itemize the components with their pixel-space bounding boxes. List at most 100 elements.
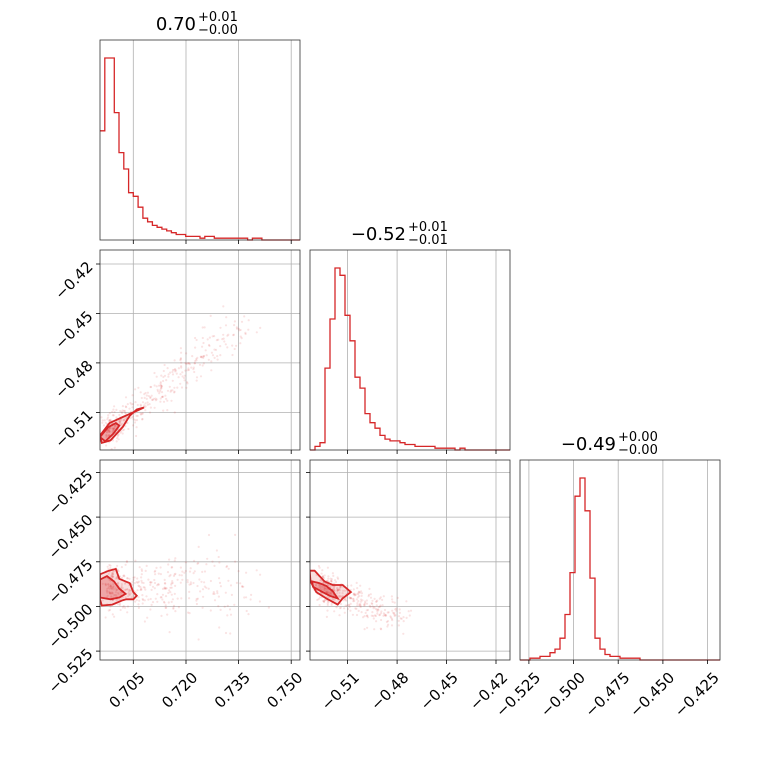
sample-point [357, 609, 360, 613]
sample-point [166, 389, 170, 392]
sample-point [104, 584, 107, 587]
sample-point [358, 604, 361, 607]
sample-point [193, 570, 196, 573]
sample-point [115, 440, 118, 443]
sample-point [122, 428, 126, 431]
sample-point [318, 566, 321, 569]
sample-point [133, 412, 136, 415]
sample-point [173, 391, 176, 394]
sample-point [168, 385, 171, 388]
sample-point [379, 605, 382, 608]
sample-point [190, 366, 193, 369]
sample-point [108, 591, 111, 594]
sample-point [366, 626, 369, 629]
sample-point [149, 581, 152, 584]
sample-point [375, 620, 378, 623]
sample-point [123, 418, 126, 421]
sample-point [161, 587, 165, 591]
sample-point [322, 587, 325, 590]
sample-point [174, 572, 177, 576]
sample-point [338, 587, 341, 590]
sample-point [150, 394, 153, 397]
sample-point [198, 363, 202, 366]
sample-point [203, 585, 206, 588]
sample-point [339, 595, 342, 598]
sample-point [355, 607, 358, 611]
sample-point [180, 597, 183, 600]
sample-point [323, 588, 327, 591]
sample-point [336, 588, 339, 592]
sample-point [357, 590, 360, 593]
sample-point [171, 598, 174, 601]
sample-point [319, 587, 322, 590]
sample-point [372, 607, 375, 610]
sample-point [376, 608, 380, 611]
sample-point [318, 587, 321, 590]
sample-point [405, 616, 408, 620]
sample-point [397, 624, 400, 627]
sample-point [117, 582, 120, 585]
sample-point [110, 574, 113, 577]
sample-point [247, 328, 250, 331]
sample-point [117, 598, 120, 601]
sample-point [194, 359, 197, 363]
sample-point [326, 579, 329, 583]
sample-point [201, 570, 204, 574]
sample-point [358, 591, 362, 594]
y-tick-label: −0.525 [45, 645, 97, 697]
sample-point [386, 620, 390, 623]
sample-point [338, 595, 341, 598]
contour-outer [100, 406, 145, 445]
sample-point [185, 386, 188, 389]
sample-point [314, 583, 317, 587]
x-tick-label: 0.720 [158, 669, 201, 712]
sample-point [159, 381, 162, 384]
sample-point [215, 339, 218, 342]
sample-point [169, 591, 172, 594]
sample-point [337, 588, 340, 591]
sample-point [173, 592, 176, 596]
sample-point [102, 424, 106, 427]
sample-point [176, 597, 179, 600]
sample-point [160, 384, 163, 387]
sample-point [349, 597, 352, 600]
sample-point [105, 431, 108, 434]
sample-point [390, 617, 394, 620]
sample-point [335, 580, 338, 584]
sample-point [394, 614, 397, 617]
sample-point [247, 613, 250, 616]
sample-point [106, 590, 109, 593]
sample-point [150, 581, 153, 584]
sample-point [195, 359, 198, 362]
sample-point [110, 586, 113, 590]
sample-point [181, 570, 184, 573]
sample-point [327, 601, 330, 604]
sample-point [142, 586, 145, 589]
sample-point [317, 583, 320, 586]
sample-point [243, 596, 246, 599]
sample-point [155, 566, 158, 570]
sample-point [141, 401, 145, 404]
sample-point [319, 579, 322, 582]
sample-point [139, 586, 142, 589]
histogram-step [310, 267, 510, 451]
sample-point [126, 403, 129, 406]
sample-point [204, 349, 207, 352]
sample-point [335, 606, 338, 609]
sample-point [145, 564, 148, 568]
sample-point [107, 434, 110, 437]
sample-point [338, 589, 342, 592]
sample-point [339, 606, 342, 609]
sample-point [169, 390, 172, 393]
sample-point [180, 366, 183, 369]
sample-point [393, 611, 396, 615]
sample-point [119, 608, 122, 612]
sample-point [373, 628, 376, 631]
sample-point [154, 569, 157, 573]
sample-point [118, 413, 121, 417]
sample-point [377, 608, 380, 612]
sample-point [330, 580, 333, 583]
sample-point [327, 584, 330, 587]
sample-point [164, 595, 168, 598]
sample-point [159, 573, 162, 576]
